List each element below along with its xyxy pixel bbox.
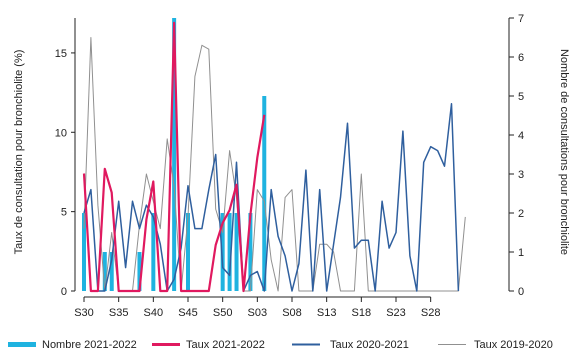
x-tick-label: S45 <box>178 307 198 319</box>
x-tick-label: S23 <box>386 307 406 319</box>
y-axis-right-title: Nombre de consultations pour bronchiolit… <box>558 49 570 255</box>
legend-label-taux-2019-2020: Taux 2019-2020 <box>474 339 553 351</box>
series-line-taux-2019-2020 <box>83 37 466 292</box>
bar-nombre-2021-2022 <box>102 252 107 291</box>
bar-nombre-2021-2022 <box>172 18 177 291</box>
legend-item-taux-2020-2021: Taux 2020-2021 <box>292 339 409 351</box>
legend-item-taux-2019-2020: Taux 2019-2020 <box>438 339 553 351</box>
y-tick-label-right: 1 <box>518 247 524 259</box>
legend-item-taux-2021-2022: Taux 2021-2022 <box>152 339 265 351</box>
y-tick-label-left: 15 <box>55 48 67 60</box>
legend: Nombre 2021-2022 Taux 2021-2022 Taux 202… <box>8 339 553 351</box>
x-tick-label: S03 <box>248 307 268 319</box>
x-tick-label: S08 <box>282 307 302 319</box>
bar-nombre-2021-2022 <box>220 213 225 291</box>
x-tick-label: S40 <box>144 307 164 319</box>
bars-nombre-2021-2022 <box>82 18 267 291</box>
axes: 0 5 10 15 0 1 2 3 4 5 6 7 S30 S35 S40 S45 S50 S03 S08 S13 S1… <box>55 13 524 319</box>
bar-nombre-2021-2022 <box>137 252 142 291</box>
y-tick-label-right: 7 <box>518 13 524 25</box>
bar-nombre-2021-2022 <box>109 252 114 291</box>
y-tick-label-left: 0 <box>61 286 67 298</box>
bar-nombre-2021-2022 <box>234 213 239 291</box>
x-tick-label: S30 <box>74 307 94 319</box>
bar-nombre-2021-2022 <box>186 213 190 291</box>
bar-nombre-2021-2022 <box>248 213 253 291</box>
y-tick-label-right: 0 <box>518 286 524 298</box>
lines-group <box>82 21 466 293</box>
x-tick-label: S13 <box>317 307 337 319</box>
bar-nombre-2021-2022 <box>82 213 86 291</box>
y-tick-label-right: 3 <box>518 169 524 181</box>
x-tick-label: S18 <box>352 307 372 319</box>
y-tick-label-right: 2 <box>518 208 524 220</box>
y-axis-left-title: Taux de consultation pour bronchiolite (… <box>13 50 25 255</box>
legend-label-taux-2020-2021: Taux 2020-2021 <box>330 339 409 351</box>
y-tick-label-right: 4 <box>518 130 524 142</box>
x-tick-label: S50 <box>213 307 233 319</box>
legend-swatch-nombre <box>8 342 36 347</box>
legend-label-taux-2021-2022: Taux 2021-2022 <box>186 339 265 351</box>
y-tick-label-right: 5 <box>518 91 524 103</box>
y-tick-label-left: 10 <box>55 127 67 139</box>
x-tick-label: S35 <box>109 307 129 319</box>
y-tick-label-right: 6 <box>518 52 524 64</box>
y-tick-label-left: 5 <box>61 207 67 219</box>
bar-nombre-2021-2022 <box>262 96 267 291</box>
bar-nombre-2021-2022 <box>227 213 232 291</box>
legend-label-nombre: Nombre 2021-2022 <box>42 339 137 351</box>
x-tick-label: S28 <box>421 307 441 319</box>
series-line-taux-2020-2021 <box>83 103 460 292</box>
legend-item-nombre-2021-2022: Nombre 2021-2022 <box>8 339 137 351</box>
bar-nombre-2021-2022 <box>151 213 156 291</box>
series-line-taux-2021-2022 <box>82 21 266 293</box>
